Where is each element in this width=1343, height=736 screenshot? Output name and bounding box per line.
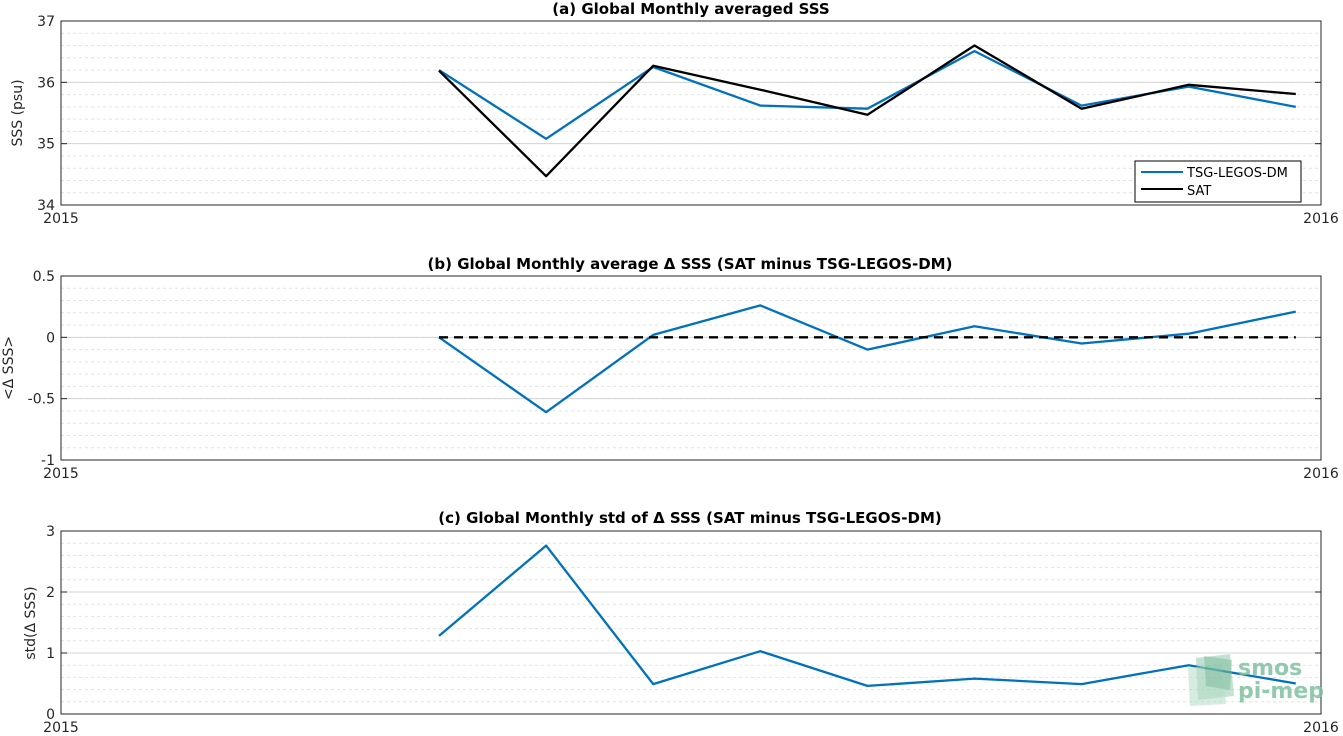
panel-c-y-tick-label: 0 <box>46 707 55 723</box>
panel-c-y-tick-label: 1 <box>46 646 55 662</box>
panel-b-y-tick-label: -1 <box>41 453 55 469</box>
panel-b-y-axis-label: <Δ SSS> <box>1 336 17 400</box>
panel-b-plot: -1 -0.5 0 0.5 2015 2016 <box>28 269 1339 482</box>
panel-a-y-axis-label: SSS (psu) <box>10 79 26 146</box>
panel-a-plot-area <box>61 21 1321 205</box>
panel-a-y-tick-label: 34 <box>37 198 55 214</box>
panel-a-x-tick-label: 2015 <box>43 211 79 227</box>
smos-pimep-logo-icon: smos pi-mep <box>1188 654 1324 706</box>
panel-b-y-tick-label: -0.5 <box>28 392 55 408</box>
panel-c-y-axis-label: std(Δ SSS) <box>23 586 39 659</box>
panel-c-plot-area <box>61 531 1321 714</box>
panel-a-y-tick-label: 36 <box>37 75 55 91</box>
panel-c: (c) Global Monthly std of Δ SSS (SAT min… <box>23 509 1339 736</box>
panel-b-x-tick-label: 2016 <box>1303 466 1339 482</box>
panel-c-title: (c) Global Monthly std of Δ SSS (SAT min… <box>438 509 941 527</box>
legend-box <box>1134 160 1302 203</box>
logo-line1: smos <box>1238 656 1302 681</box>
panel-a-title: (a) Global Monthly averaged SSS <box>552 0 829 18</box>
panel-b: (b) Global Monthly average Δ SSS (SAT mi… <box>1 255 1339 482</box>
panel-b-axes-box <box>60 275 1322 461</box>
panel-c-x-tick-label: 2015 <box>43 720 79 736</box>
panel-a: (a) Global Monthly averaged SSS SSS (psu… <box>10 0 1339 227</box>
panel-a-plot: 34 35 36 37 2015 2016 <box>37 14 1339 227</box>
panel-c-y-tick-label: 3 <box>46 524 55 540</box>
panel-a-x-tick-label: 2016 <box>1303 211 1339 227</box>
panel-a-y-tick-label: 35 <box>37 137 55 153</box>
panel-b-plot-area <box>61 276 1321 460</box>
panel-c-axes-box <box>60 530 1322 715</box>
panel-c-x-tick-label: 2016 <box>1303 720 1339 736</box>
panel-c-plot: 0 1 2 3 2015 2016 <box>43 524 1339 736</box>
panel-a-series-sat <box>438 44 1296 178</box>
panel-b-title: (b) Global Monthly average Δ SSS (SAT mi… <box>428 255 953 273</box>
logo-line2: pi-mep <box>1238 679 1324 704</box>
legend-label-tsg: TSG-LEGOS-DM <box>1186 166 1288 181</box>
panel-a-y-tick-label: 37 <box>37 14 55 30</box>
panel-c-series-line-0 <box>438 544 1296 688</box>
panel-c-y-tick-label: 2 <box>46 585 55 601</box>
panel-b-y-tick-label: 0 <box>46 330 55 346</box>
legend-label-sat: SAT <box>1187 184 1211 199</box>
legend: TSG-LEGOS-DM SAT <box>1134 160 1302 203</box>
panel-a-axes-box <box>60 20 1322 206</box>
panel-b-x-tick-label: 2015 <box>43 466 79 482</box>
panel-b-y-tick-label: 0.5 <box>33 269 55 285</box>
